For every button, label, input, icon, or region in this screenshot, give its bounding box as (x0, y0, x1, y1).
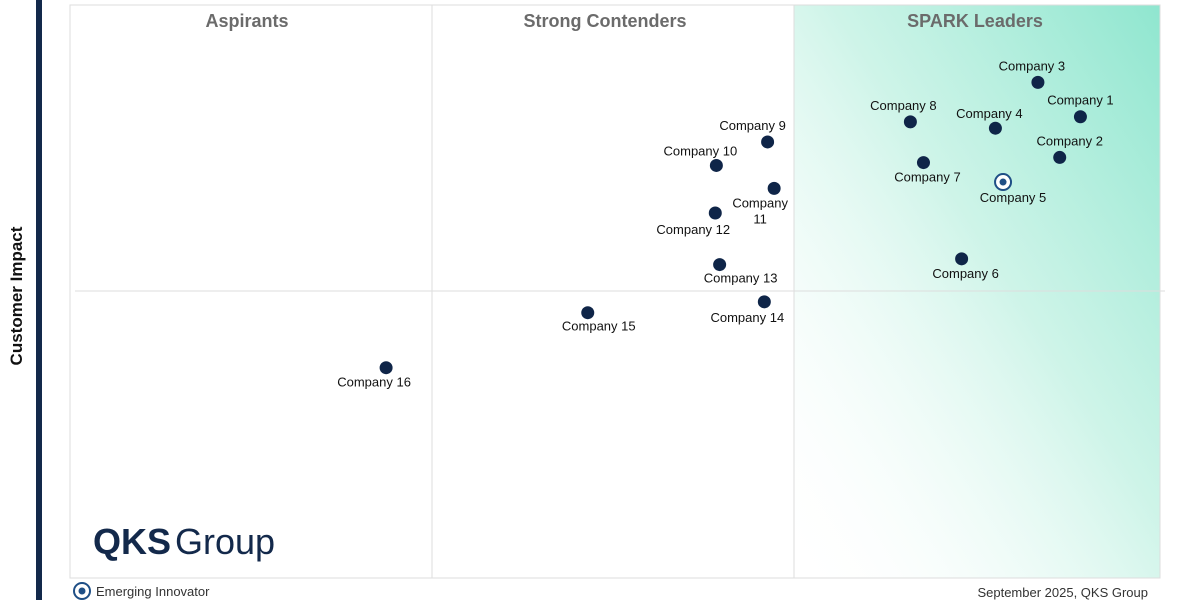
point-label: Company 10 (664, 143, 738, 158)
point-marker (709, 158, 723, 172)
point-label: Company 4 (956, 106, 1022, 121)
point-label: Company 7 (894, 170, 960, 185)
emerging-innovator-icon (73, 582, 91, 600)
point-marker (761, 135, 775, 149)
data-point-1: Company 1 (1047, 93, 1114, 124)
data-point-13: Company 13 (704, 258, 778, 286)
y-axis-title: Customer Impact (7, 226, 26, 365)
point-label: Company 1 (1047, 93, 1113, 108)
data-point-12: Company 12 (656, 206, 730, 237)
point-label: Company 2 (1036, 133, 1102, 148)
footer-date-source: September 2025, QKS Group (977, 585, 1148, 600)
legend: Emerging Innovator (73, 582, 210, 600)
data-point-16: Company 16 (337, 361, 411, 390)
point-label: Company 5 (980, 190, 1046, 205)
emerging-innovator-marker-core (999, 178, 1007, 186)
point-marker (581, 306, 595, 320)
point-label: Company 9 (719, 118, 785, 133)
data-point-3: Company 3 (999, 58, 1065, 89)
data-point-14: Company 14 (710, 295, 784, 325)
data-point-11: Company 11 (732, 181, 788, 226)
data-point-10: Company 10 (664, 143, 738, 172)
quadrant-label-spark-leaders: SPARK Leaders (907, 11, 1043, 31)
point-marker (916, 156, 930, 170)
data-point-7: Company 7 (894, 156, 961, 185)
quadrant-label-aspirants: Aspirants (205, 11, 288, 31)
data-point-8: Company 8 (870, 98, 937, 129)
point-marker (708, 206, 722, 220)
legend-label: Emerging Innovator (96, 584, 210, 599)
point-marker (988, 121, 1002, 135)
point-label: Company 13 (704, 271, 778, 286)
data-point-4: Company 4 (956, 106, 1023, 135)
point-marker (379, 361, 393, 375)
point-marker (903, 115, 917, 129)
point-label: Company 8 (870, 98, 936, 113)
points-layer: Company 1 Company 2 Company 3 Company 4 Comp… (337, 58, 1113, 389)
point-marker (1031, 75, 1045, 89)
point-marker (1073, 110, 1087, 124)
point-label: Company 15 (562, 319, 636, 334)
point-marker (713, 258, 727, 272)
data-point-6: Company 6 (932, 252, 999, 281)
point-label: Company 11 (732, 195, 788, 226)
point-marker (955, 252, 969, 266)
data-point-2: Company 2 (1036, 133, 1103, 164)
point-label: Company 6 (932, 266, 998, 281)
quadrant-label-strong-contenders: Strong Contenders (523, 11, 686, 31)
point-label: Company 14 (710, 310, 784, 325)
logo-light-text: Group (175, 521, 275, 562)
data-point-9: Company 9 (719, 118, 786, 149)
data-point-15: Company 15 (562, 306, 636, 334)
left-accent-bar (36, 0, 42, 600)
point-marker (757, 295, 771, 309)
point-marker (767, 181, 781, 195)
logo-bold-text: QKS (93, 521, 171, 562)
point-label: Company 3 (999, 58, 1065, 73)
qks-group-logo: QKS Group (93, 521, 275, 562)
point-label: Company 16 (337, 375, 411, 390)
point-marker (1053, 150, 1067, 164)
point-label: Company 12 (656, 222, 730, 237)
data-point-5: Company 5 (980, 173, 1046, 205)
